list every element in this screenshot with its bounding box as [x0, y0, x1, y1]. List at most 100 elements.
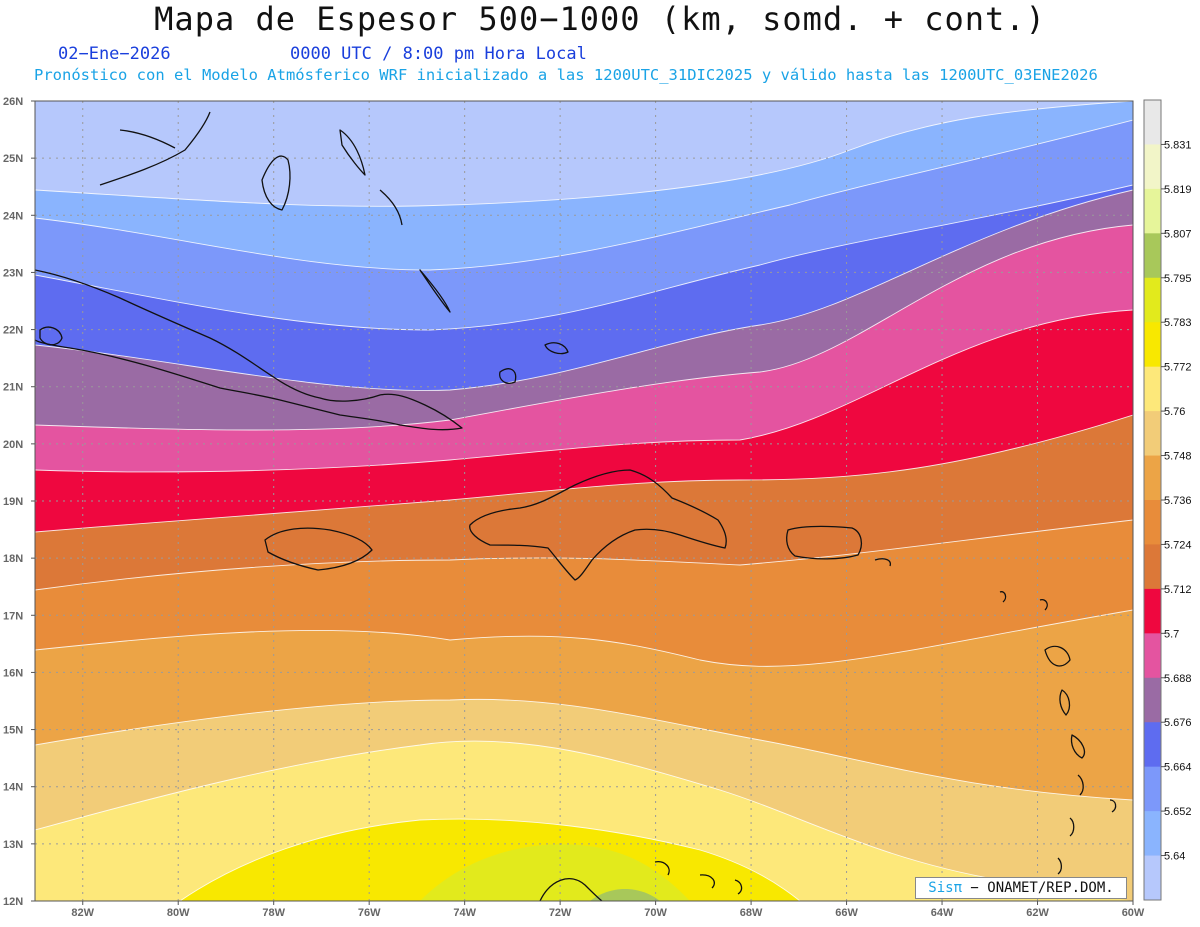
legend-swatch — [1144, 100, 1161, 145]
lat-label: 17N — [3, 610, 23, 622]
legend-value: 5.676 — [1164, 717, 1192, 729]
lat-label: 14N — [3, 782, 23, 794]
legend-swatch — [1144, 633, 1161, 679]
time-label: 0000 UTC / 8:00 pm Hora Local — [290, 44, 587, 64]
inagua — [499, 368, 517, 384]
legend-swatch — [1144, 766, 1161, 812]
longitude-labels: 82W 80W 78W 76W 74W 72W 70W 68W 66W 64W 62W 60W — [71, 901, 1145, 919]
st-lucia — [1077, 774, 1084, 796]
lat-label: 20N — [3, 439, 23, 451]
lon-label: 74W — [453, 907, 476, 919]
jamaica-coastline — [264, 527, 373, 571]
legend-value: 5.795 — [1164, 273, 1192, 285]
legend-swatch — [1144, 322, 1161, 368]
lon-label: 60W — [1122, 907, 1145, 919]
legend-swatch — [1144, 144, 1161, 190]
virgin-islands — [874, 558, 891, 567]
lat-label: 23N — [3, 267, 23, 279]
legend-value: 5.736 — [1164, 495, 1192, 507]
grand-bahama — [119, 129, 176, 149]
lat-label: 26N — [3, 96, 23, 108]
legend-swatch — [1144, 677, 1161, 723]
legend-value: 5.772 — [1164, 362, 1192, 374]
lat-label: 16N — [3, 667, 23, 679]
graticule — [35, 101, 1133, 901]
coastlines — [35, 111, 1117, 901]
guadeloupe — [1044, 645, 1071, 667]
bahamas-andros — [261, 155, 291, 211]
legend-value: 5.807 — [1164, 228, 1192, 240]
lon-label: 80W — [167, 907, 190, 919]
date-label: 02−Ene−2026 — [58, 44, 171, 64]
legend-swatch — [1144, 588, 1161, 634]
bahamas-eleuthera — [379, 189, 403, 226]
legend-value: 5.64 — [1164, 851, 1185, 863]
legend-value: 5.688 — [1164, 673, 1192, 685]
turks-caicos — [544, 342, 569, 355]
lon-label: 62W — [1026, 907, 1049, 919]
florida-keys — [99, 111, 211, 186]
st-kitts — [999, 591, 1007, 603]
lat-label: 21N — [3, 382, 23, 394]
legend-swatch — [1144, 411, 1161, 457]
lat-label: 19N — [3, 496, 23, 508]
aruba-curacao — [654, 861, 743, 895]
lat-label: 24N — [3, 210, 23, 222]
forecast-description: Pronóstico con el Modelo Atmósferico WRF… — [34, 66, 1098, 84]
barbados — [1109, 799, 1117, 813]
lat-label: 25N — [3, 153, 23, 165]
hispaniola-coastline — [469, 469, 727, 581]
legend-swatch — [1144, 233, 1161, 279]
legend-swatch — [1144, 855, 1161, 901]
legend-value: 5.7 — [1164, 628, 1179, 640]
lon-label: 70W — [644, 907, 667, 919]
legend-swatch — [1144, 811, 1161, 857]
lat-label: 22N — [3, 325, 23, 337]
legend-value: 5.783 — [1164, 317, 1192, 329]
lon-label: 76W — [358, 907, 381, 919]
color-legend: 5.831 5.819 5.807 5.795 5.783 5.772 5.76 5.748 5… — [1143, 99, 1192, 901]
lat-label: 15N — [3, 725, 23, 737]
cuba-coastline — [35, 269, 463, 431]
venezuela-coast — [539, 878, 603, 901]
legend-value: 5.748 — [1164, 451, 1192, 463]
legend-value: 5.819 — [1164, 184, 1192, 196]
lon-label: 68W — [740, 907, 763, 919]
map-frame — [34, 100, 1134, 902]
sispi-logo: Sisπ — [928, 880, 962, 896]
legend-value: 5.712 — [1164, 584, 1192, 596]
dominica — [1059, 689, 1071, 716]
legend-value: 5.76 — [1164, 406, 1185, 418]
antigua — [1039, 599, 1048, 611]
lon-label: 78W — [262, 907, 285, 919]
lon-label: 72W — [549, 907, 572, 919]
latitude-labels: 26N 25N 24N 23N 22N 21N 20N 19N 18N 17N 16N 15N 14N 1… — [3, 96, 35, 908]
shaded-bands — [35, 101, 1133, 901]
legend-swatch — [1144, 188, 1161, 234]
puerto-rico-coastline — [786, 525, 863, 560]
lat-label: 12N — [3, 896, 23, 908]
martinique — [1070, 734, 1086, 759]
legend-swatch — [1144, 277, 1161, 323]
st-vincent — [1069, 817, 1075, 837]
legend-value: 5.831 — [1164, 139, 1192, 151]
lat-label: 13N — [3, 839, 23, 851]
legend-swatch — [1144, 455, 1161, 501]
grenada — [1057, 857, 1063, 875]
credit-box: Sisπ − ONAMET/REP.DOM. — [915, 877, 1127, 899]
lat-label: 18N — [3, 553, 23, 565]
band-5795 — [420, 844, 690, 901]
contour-lines — [35, 101, 1133, 901]
legend-swatch — [1144, 500, 1161, 545]
lon-label: 66W — [835, 907, 858, 919]
bahamas-long-island — [419, 269, 451, 313]
lon-label: 82W — [71, 907, 94, 919]
legend-swatch — [1144, 366, 1161, 412]
legend-swatch — [1144, 722, 1161, 768]
legend-value: 5.664 — [1164, 762, 1192, 774]
legend-swatch — [1144, 544, 1161, 590]
isla-juventud — [39, 326, 63, 346]
bahamas-abaco — [339, 129, 366, 176]
legend-value: 5.724 — [1164, 539, 1192, 551]
